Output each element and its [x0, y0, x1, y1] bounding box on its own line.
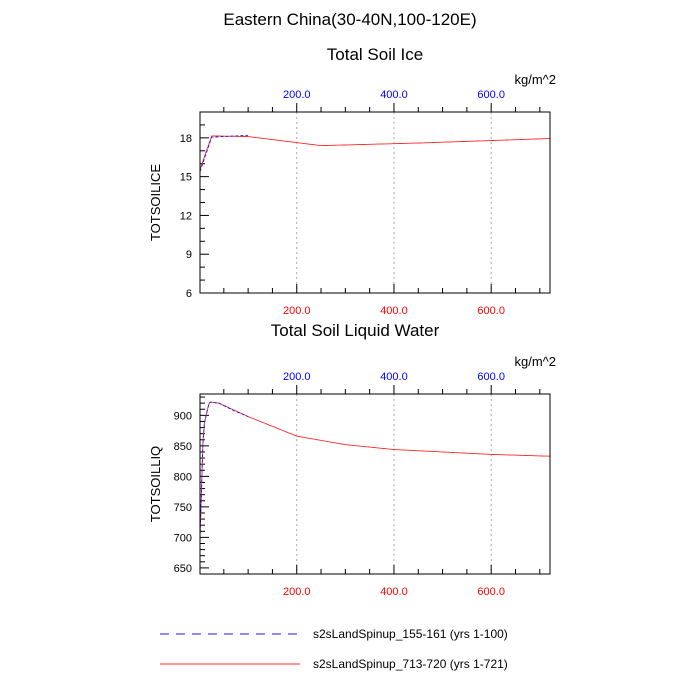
series-line-ice-2: [200, 135, 550, 170]
y-tick-label-liq-2: 750: [174, 502, 192, 514]
x-tick-label-top-liq-0: 200.0: [283, 371, 311, 383]
y-tick-label-ice-4: 18: [180, 133, 192, 145]
x-tick-label-top-ice-1: 400.0: [380, 89, 408, 101]
y-tick-label-liq-3: 800: [174, 471, 192, 483]
legend-label-1: s2sLandSpinup_155-161 (yrs 1-100): [313, 627, 508, 641]
panel-title-ice: Total Soil Ice: [327, 45, 423, 64]
x-tick-label-top-ice-0: 200.0: [283, 89, 311, 101]
legend-label-2: s2sLandSpinup_713-720 (yrs 1-721): [313, 657, 508, 671]
y-tick-label-ice-0: 6: [186, 288, 192, 300]
main-title: Eastern China(30-40N,100-120E): [223, 10, 477, 29]
y-tick-label-liq-5: 900: [174, 410, 192, 422]
series-line-liq-1: [200, 401, 249, 538]
x-tick-label-top-liq-1: 400.0: [380, 371, 408, 383]
y-tick-label-ice-1: 9: [186, 249, 192, 261]
y-axis-label-ice: TOTSOILICE: [148, 164, 163, 241]
x-tick-label-bottom-ice-0: 200.0: [283, 305, 311, 317]
x-tick-label-bottom-liq-0: 200.0: [283, 586, 311, 598]
x-tick-label-bottom-ice-2: 600.0: [477, 305, 505, 317]
y-tick-label-ice-2: 12: [180, 210, 192, 222]
x-tick-label-bottom-liq-1: 400.0: [380, 586, 408, 598]
units-label-liq: kg/m^2: [514, 354, 556, 369]
x-tick-label-bottom-liq-2: 600.0: [477, 586, 505, 598]
y-axis-label-liq: TOTSOILLIQ: [148, 446, 163, 522]
series-line-liq-2: [200, 401, 550, 538]
plot-frame-liq: [199, 393, 551, 575]
y-tick-label-liq-4: 850: [174, 441, 192, 453]
units-label-ice: kg/m^2: [514, 72, 556, 87]
panel-title-liq: Total Soil Liquid Water: [271, 321, 440, 340]
x-tick-label-top-liq-2: 600.0: [477, 371, 505, 383]
y-tick-label-ice-3: 15: [180, 172, 192, 184]
plot-frame-ice: [199, 111, 551, 294]
x-tick-label-top-ice-2: 600.0: [477, 89, 505, 101]
x-tick-label-bottom-ice-1: 400.0: [380, 305, 408, 317]
y-tick-label-liq-1: 700: [174, 532, 192, 544]
y-tick-label-liq-0: 650: [174, 563, 192, 575]
series-line-ice-1: [200, 134, 249, 172]
